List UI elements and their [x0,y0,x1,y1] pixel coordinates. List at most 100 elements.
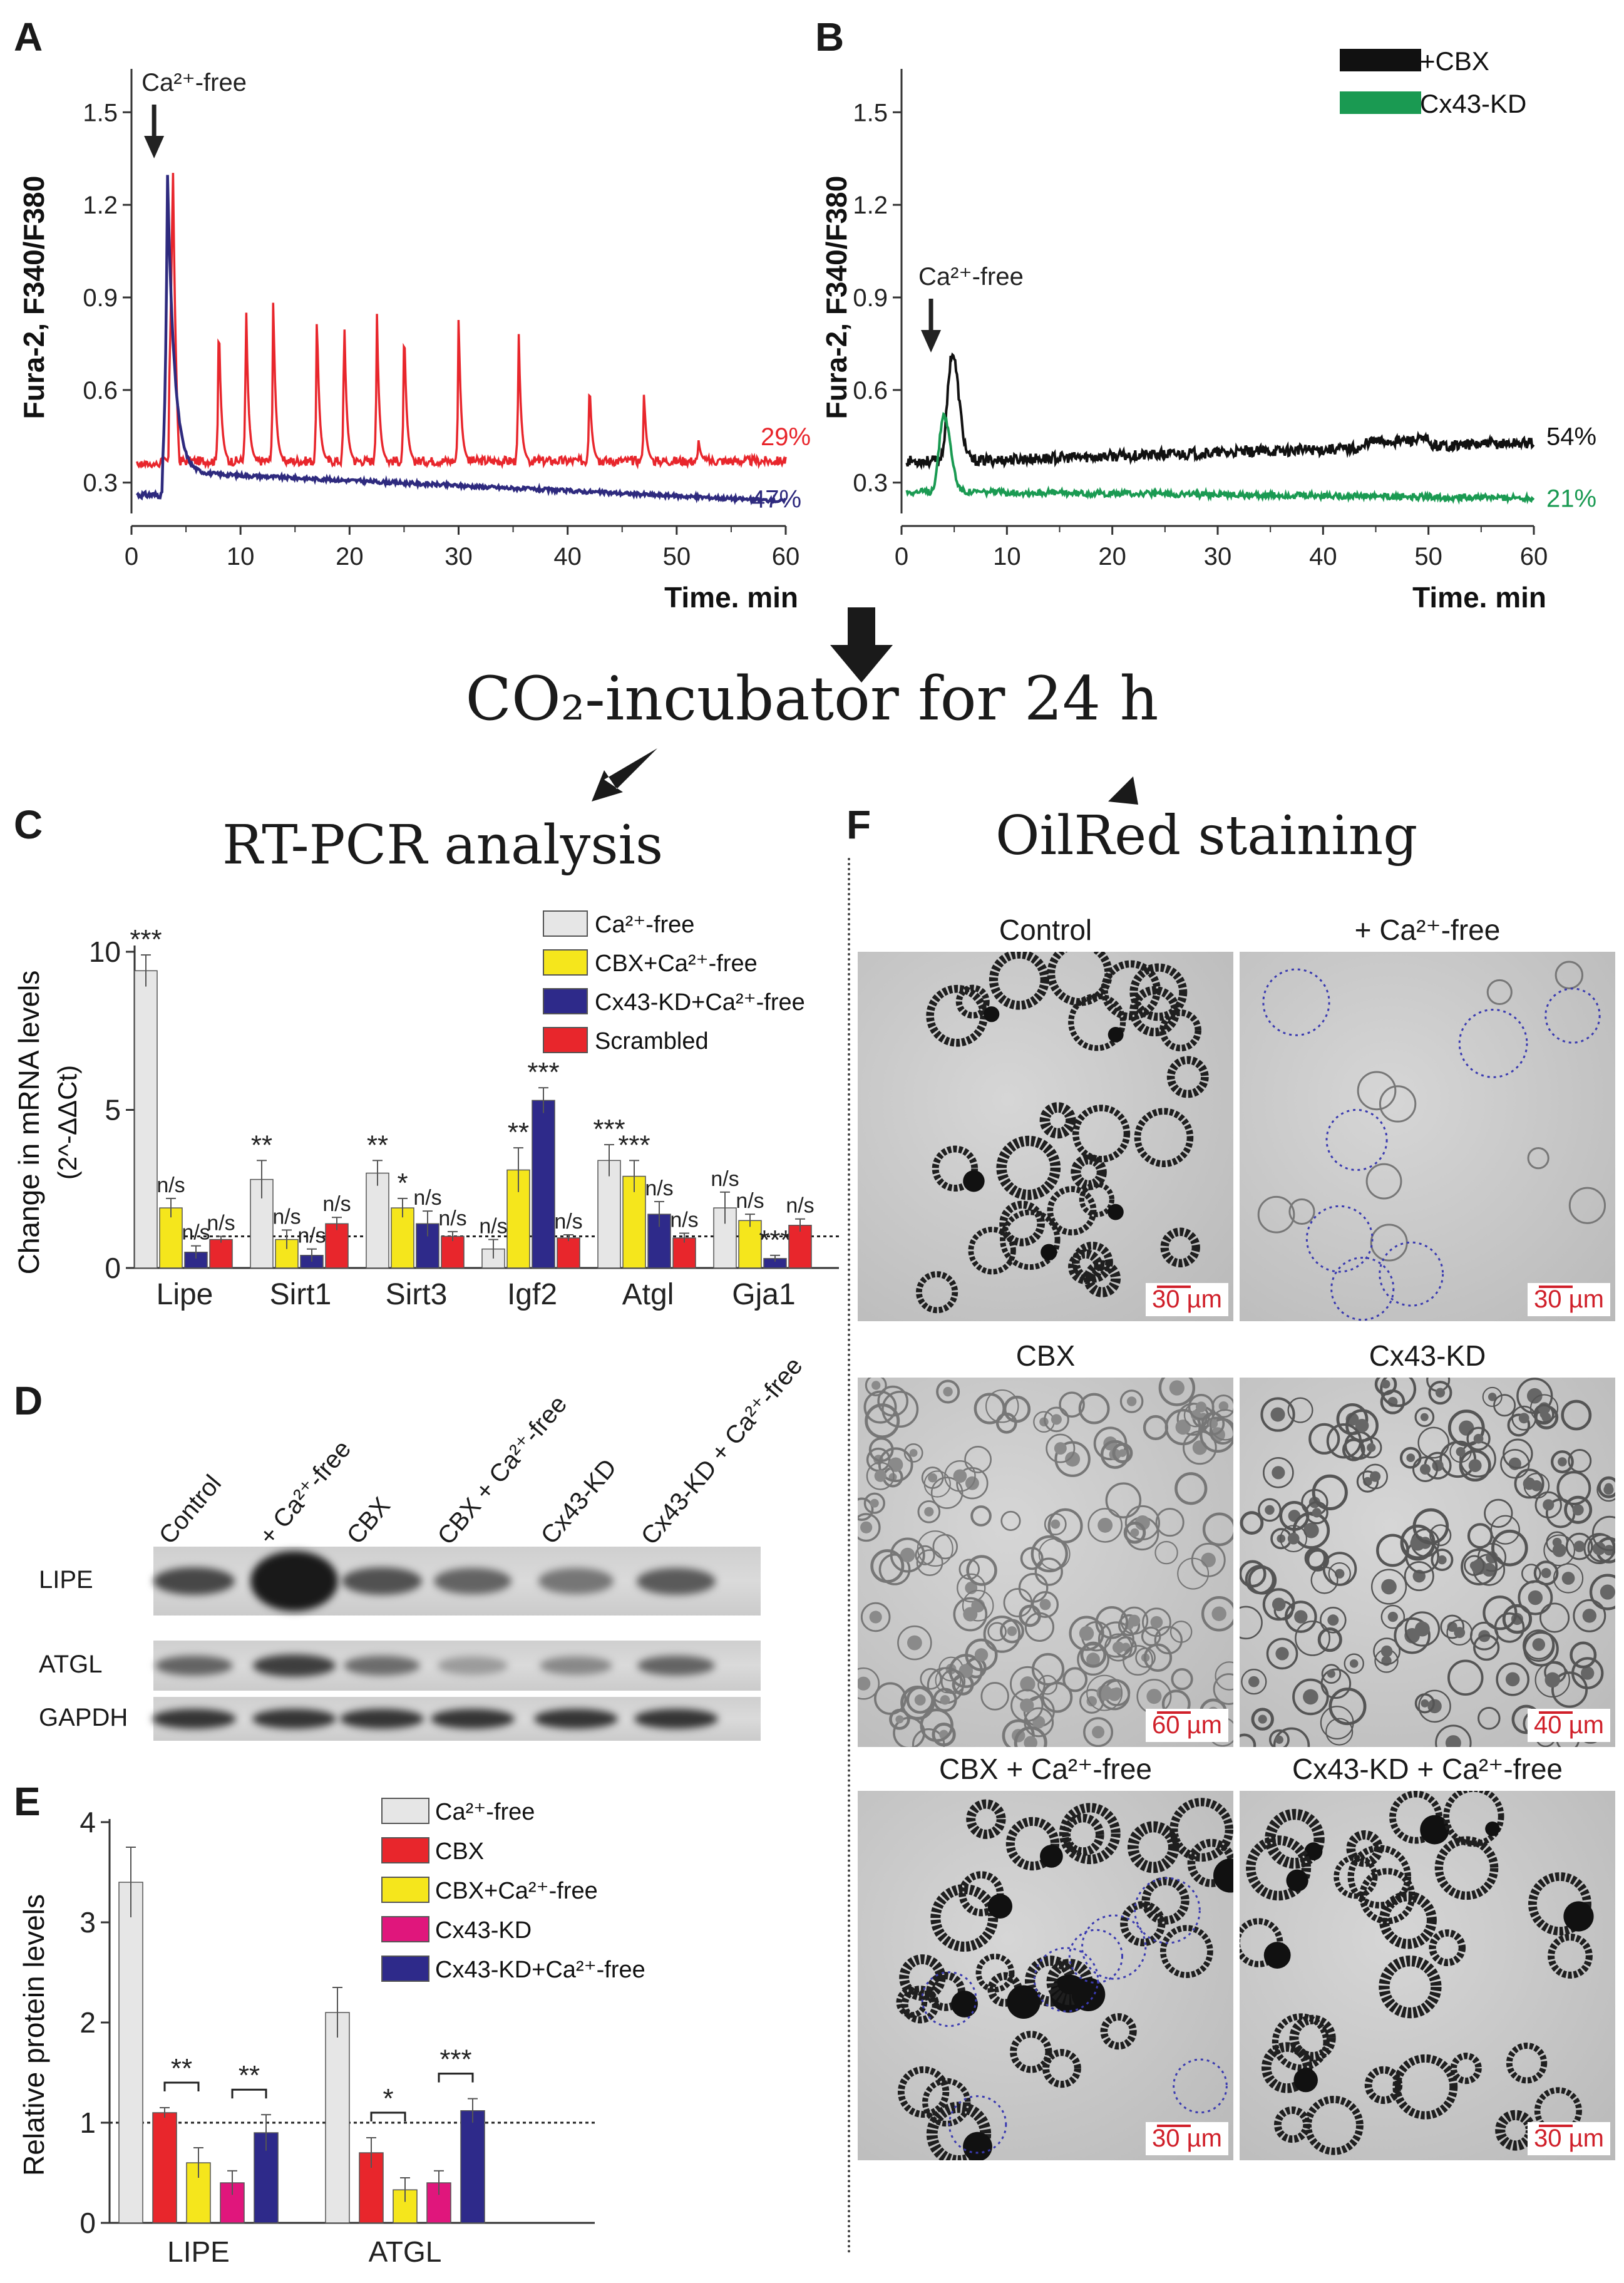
legend-swatch-3 [543,1027,588,1053]
x-tick-label: 10 [993,543,1021,570]
legend-swatch-1 [1340,91,1421,114]
scale-bar-5: 30 µm [1528,2122,1610,2155]
cell [944,1460,976,1492]
cell-nucleus [900,1547,915,1563]
cell [1394,1617,1431,1654]
significance-label: *** [527,1057,559,1088]
cell-nucleus [1303,1522,1319,1538]
cell [1380,1604,1406,1629]
lipid-cell [1120,1900,1166,1947]
cell [1240,1511,1264,1535]
cell-nucleus [909,1449,918,1457]
cell [921,1466,944,1489]
cell-nucleus [1086,1652,1100,1667]
cell [917,1500,941,1523]
panel-label-a: A [14,14,43,59]
trace-percent-1: 21% [1546,485,1596,512]
cell [1417,1426,1450,1459]
cell [1105,1482,1142,1518]
cell [1174,1472,1208,1505]
cell-nucleus [1473,1433,1484,1444]
cell [1158,1378,1196,1406]
cell [932,1723,956,1747]
cell-nucleus [1108,1688,1121,1701]
lipid-droplet [987,1894,1012,1919]
cell [897,1625,932,1661]
y-axis-title-line2: (2^-ΔΔCt) [53,1065,82,1180]
x-tick-label: 50 [663,543,691,570]
x-tick-label: 20 [336,543,364,570]
cell [1069,1616,1104,1651]
significance-label: n/s [479,1215,507,1239]
rtpcr-caption: RT-PCR analysis [222,814,664,877]
cell-nucleus [1370,1471,1381,1482]
cell [1046,1433,1076,1463]
bar-igf2-2 [532,1100,555,1269]
blot-strip-gapdh [152,1697,761,1741]
flow-arrows [592,607,1138,805]
cell [1514,1468,1544,1499]
significance-label: n/s [182,1221,210,1245]
cell [1047,1508,1083,1543]
cell [1241,1669,1267,1695]
blot-band [434,1567,511,1595]
cell [1598,1476,1615,1498]
cell [1240,1733,1257,1747]
cell [1414,1407,1435,1428]
bar-gja1-1 [738,1220,762,1269]
outlined-cell-circle [1068,1929,1124,1984]
scale-bar-0: 30 µm [1146,1283,1228,1316]
cell-nucleus [1275,1735,1283,1744]
significance-bracket [231,2088,267,2099]
cell-nucleus [1573,1540,1585,1552]
cell [936,1379,960,1404]
lipid-droplet [1420,1815,1449,1845]
cell [1484,1498,1513,1528]
cell [1142,1607,1171,1637]
cell-nucleus [1421,1699,1429,1708]
outlined-cell-circle [1081,1914,1147,1980]
cell-nucleus [1303,1689,1318,1705]
cell [965,1638,998,1671]
lipid-cell [1068,993,1126,1051]
micrograph-cells [896,1798,1233,2160]
faint-cell [1486,979,1513,1005]
cell-nucleus [943,1386,953,1397]
cell-nucleus [1118,1449,1127,1457]
cell [1539,1602,1570,1633]
lipid-droplet [963,1170,985,1192]
cell [1154,1540,1178,1565]
cell [858,1497,874,1522]
cell [1183,1403,1208,1428]
cell [1263,1457,1294,1488]
cell-nucleus [1581,1666,1595,1680]
cell [920,1708,953,1743]
cell-nucleus [1543,1499,1555,1511]
cell [1326,1423,1362,1459]
significance-label: n/s [272,1205,301,1229]
cell-nucleus [1128,1614,1141,1627]
cell-nucleus [1208,1419,1218,1429]
cell [1573,1599,1606,1632]
panel-label-d: D [14,1378,43,1423]
cell [1095,1605,1129,1639]
cell [1374,1378,1397,1396]
trace-blue-percent: 47% [751,485,801,513]
cell-nucleus [1020,1676,1036,1692]
micrograph-title-2: CBX [1015,1339,1076,1372]
legend-label-4: Cx43-KD+Ca²⁺-free [435,1957,645,1983]
cell-nucleus [1541,1568,1551,1579]
cell [1266,1637,1298,1670]
significance-label: *** [593,1114,625,1145]
faint-cell [1370,1224,1408,1262]
cell-nucleus [907,1635,922,1651]
cell [1589,1574,1615,1610]
legend-swatch-1 [381,1837,429,1863]
cell [1507,1413,1531,1437]
y-tick-label: 1 [80,2106,96,2139]
cell [980,1682,1009,1711]
cell [1014,1726,1047,1747]
outlined-cell-circle [1458,1009,1528,1078]
